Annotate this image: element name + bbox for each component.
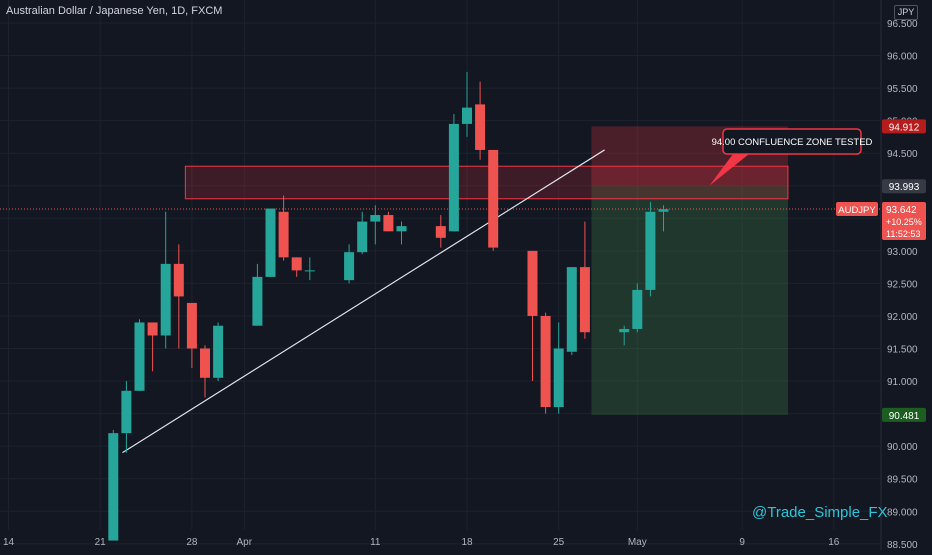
candle-down: [147, 322, 158, 336]
candle-up: [553, 348, 564, 408]
candle-up: [645, 211, 656, 290]
candle-down: [435, 226, 446, 238]
y-tick-label: 93.000: [887, 247, 918, 258]
y-tick-label: 96.000: [887, 52, 918, 63]
x-tick-label: 11: [370, 537, 381, 548]
y-tick-label: 91.000: [887, 377, 918, 388]
target-price-label-bg: [882, 407, 926, 422]
chart-title: Australian Dollar / Japanese Yen, 1D, FX…: [6, 5, 223, 17]
y-tick-label: 89.000: [887, 507, 918, 518]
watermark: @Trade_Simple_FX: [752, 504, 888, 521]
candle-down: [383, 215, 394, 232]
candle-up: [265, 208, 276, 277]
candle-up: [566, 267, 577, 352]
candle-up: [396, 226, 407, 232]
stop-price-label: 94.912: [889, 122, 920, 133]
y-tick-label: 88.500: [887, 540, 918, 550]
candle-up: [632, 289, 643, 329]
candle-up: [462, 107, 472, 124]
annotation-pointer: [709, 154, 749, 186]
y-tick-label: 90.000: [887, 442, 918, 453]
candle-up: [370, 215, 381, 222]
candle-up: [619, 328, 630, 333]
symbol-tag: AUDJPY: [838, 205, 876, 216]
trendline: [122, 149, 605, 454]
x-tick-label: 9: [739, 537, 745, 548]
x-tick-label: May: [628, 537, 647, 548]
candle-up: [252, 276, 263, 326]
confluence-zone: [184, 165, 789, 200]
candle-up: [357, 221, 368, 253]
candle-up: [344, 252, 355, 281]
candle-down: [173, 263, 184, 297]
candle-up: [134, 322, 145, 391]
candle-down: [475, 104, 486, 150]
candle-down: [579, 267, 590, 333]
x-tick-label: 28: [186, 537, 198, 548]
y-tick-label: 91.500: [887, 345, 918, 356]
current-price-box: [882, 202, 926, 241]
candle-up: [213, 325, 224, 378]
y-tick-label: 96.500: [887, 19, 918, 30]
symbol-tag-bg: [836, 202, 878, 217]
y-tick-label: 92.000: [887, 312, 918, 323]
x-tick-label: 21: [95, 537, 107, 548]
y-tick-label: 92.500: [887, 279, 918, 290]
y-tick-label: 89.500: [887, 475, 918, 486]
candle-down: [540, 315, 551, 408]
candle-down: [291, 257, 302, 271]
entry-price-label: 93.993: [889, 182, 920, 193]
countdown-label: 11:52:53: [886, 229, 920, 239]
x-tick-label: 16: [828, 537, 840, 548]
take-profit-zone: [591, 186, 788, 415]
x-tick-label: Apr: [237, 537, 253, 548]
candle-down: [186, 302, 197, 349]
current-price-label: 93.642: [886, 205, 917, 216]
x-tick-label: 18: [461, 537, 473, 548]
target-price-label: 90.481: [889, 411, 920, 422]
y-tick-label: 94.500: [887, 149, 918, 160]
y-tick-label: 95.500: [887, 84, 918, 95]
candle-down: [278, 211, 289, 258]
candle-down: [527, 250, 538, 316]
stop-price-label-bg: [882, 119, 926, 134]
candle-up: [658, 209, 669, 212]
entry-price-label-bg: [882, 179, 926, 194]
price-change-label: +10.25%: [886, 217, 922, 227]
annotation-box: [722, 128, 862, 155]
candle-up: [448, 123, 459, 232]
candle-up: [108, 433, 119, 541]
annotation-text: 94.00 CONFLUENCE ZONE TESTED: [712, 137, 873, 148]
candle-up: [160, 263, 171, 336]
candle-down: [488, 149, 499, 248]
currency-badge[interactable]: JPY: [894, 5, 918, 20]
candle-down: [200, 348, 210, 378]
candle-up: [121, 390, 132, 434]
x-tick-label: 14: [3, 537, 15, 548]
candle-up: [304, 270, 315, 272]
x-tick-label: 25: [553, 537, 565, 548]
